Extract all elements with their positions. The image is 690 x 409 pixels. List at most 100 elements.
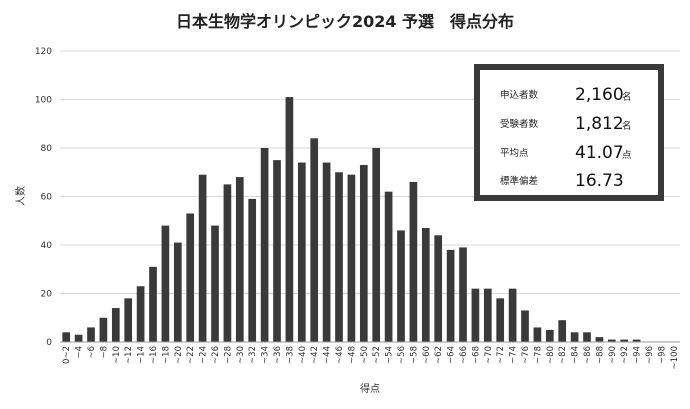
bar [99, 317, 108, 342]
bar [260, 148, 269, 342]
x-tick-label: ~12 [124, 346, 134, 364]
x-axis-ticks: 0~2 ~4 ~6 ~8 ~10 ~12 ~14 ~16 ~18 ~20 ~22 ~24 ~26 ~28 ~… [62, 346, 680, 369]
stats-box-border [474, 64, 664, 201]
x-tick-label: ~26 [211, 346, 221, 364]
x-tick-label: ~44 [323, 346, 333, 364]
x-tick-label: ~78 [533, 346, 543, 364]
x-tick-label: ~88 [595, 346, 605, 364]
x-tick-label: ~54 [385, 346, 395, 364]
x-tick-label: ~6 [87, 346, 97, 359]
bar [521, 310, 529, 342]
x-tick-label: ~24 [199, 346, 209, 364]
bar [161, 225, 170, 342]
x-tick-label: ~94 [633, 346, 643, 364]
x-tick-label: ~56 [397, 346, 407, 364]
x-tick-label: ~32 [248, 346, 258, 364]
bar [211, 225, 219, 342]
x-tick-label: ~98 [657, 346, 667, 364]
stat-label: 平均点 [500, 147, 529, 159]
y-axis-label: 人数 [14, 186, 27, 206]
x-tick-label: ~40 [298, 346, 308, 364]
stat-value: 1,812 [575, 114, 624, 134]
x-tick-label: ~64 [447, 346, 457, 364]
bar [335, 172, 343, 342]
bar [620, 339, 629, 342]
bar [322, 162, 331, 342]
x-tick-label: ~90 [608, 346, 618, 364]
x-tick-label: ~14 [137, 346, 147, 364]
stat-value: 41.07 [575, 143, 624, 163]
bar [595, 337, 604, 342]
bar [359, 164, 368, 342]
x-tick-label: ~38 [285, 346, 295, 364]
bar [434, 235, 443, 342]
x-tick-label: ~76 [521, 346, 531, 364]
x-tick-label: ~58 [409, 346, 419, 364]
bar [533, 327, 542, 342]
x-axis-label: 得点 [360, 383, 380, 395]
bar [545, 329, 554, 343]
bar [111, 308, 120, 342]
bar [421, 228, 430, 342]
bar [570, 332, 579, 342]
bar [74, 334, 83, 342]
x-tick-label: ~72 [496, 346, 506, 364]
bar [285, 97, 294, 342]
bar [558, 320, 567, 342]
bar [297, 162, 306, 342]
x-tick-label: ~84 [571, 346, 581, 364]
bar [124, 298, 133, 342]
x-tick-label: ~4 [75, 346, 85, 359]
bar [607, 339, 616, 342]
y-tick-label: 100 [35, 96, 52, 106]
bar [632, 339, 641, 342]
bar [235, 177, 244, 342]
bar [446, 249, 455, 342]
bar [409, 181, 418, 342]
bar [273, 160, 281, 343]
x-tick-label: ~22 [186, 346, 196, 364]
bar [87, 327, 95, 342]
bar [483, 288, 492, 342]
x-tick-label: ~10 [112, 346, 122, 364]
stat-label: 受験者数 [500, 118, 539, 130]
bar [248, 198, 257, 342]
stat-value: 16.73 [575, 171, 624, 191]
bar [149, 266, 157, 342]
x-tick-label: ~68 [471, 346, 481, 364]
bar [62, 332, 71, 342]
bar [347, 174, 356, 342]
x-tick-label: ~36 [273, 346, 283, 364]
x-tick-label: ~52 [372, 346, 382, 364]
stat-unit: 名 [622, 120, 632, 132]
x-tick-label: ~20 [174, 346, 184, 364]
stat-value: 2,160 [575, 85, 624, 105]
bar [173, 242, 182, 342]
x-tick-label: ~42 [310, 346, 320, 364]
x-tick-label: ~50 [360, 346, 370, 364]
bar [459, 247, 467, 342]
y-tick-label: 120 [35, 47, 52, 57]
x-tick-label: ~96 [645, 346, 655, 364]
x-tick-label: ~62 [434, 346, 444, 364]
y-tick-label: 20 [41, 290, 53, 300]
bar [496, 298, 505, 342]
x-tick-label: ~28 [223, 346, 233, 364]
x-tick-label: ~60 [422, 346, 432, 364]
x-tick-label: ~18 [161, 346, 171, 364]
chart-title: 日本生物学オリンピック2024 予選 得点分布 [176, 12, 514, 31]
bar [384, 191, 393, 342]
x-tick-label: ~34 [261, 346, 271, 364]
bar [136, 286, 145, 342]
x-tick-label: ~66 [459, 346, 469, 364]
x-tick-label: ~100 [670, 346, 680, 369]
bar [583, 332, 591, 342]
bar [223, 184, 232, 343]
stat-label: 申込者数 [500, 89, 539, 101]
stat-unit: 名 [622, 91, 632, 103]
bars [62, 97, 641, 343]
x-tick-label: ~46 [335, 346, 345, 364]
x-tick-label: ~74 [509, 346, 519, 364]
x-tick-label: ~30 [236, 346, 246, 364]
